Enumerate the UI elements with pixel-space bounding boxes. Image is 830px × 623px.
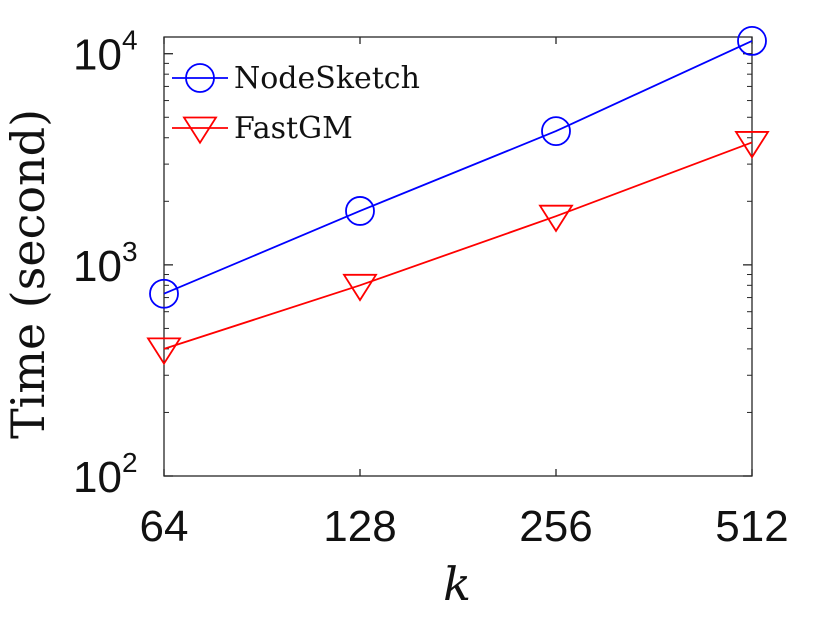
legend-label-nodesketch: NodeSketch [234,61,420,96]
y-tick-base: 10 [73,242,122,291]
series-line-nodesketch [163,40,753,295]
data-point-fastgm [146,337,182,366]
series-nodesketch [149,26,767,309]
y-tick-exponent: 2 [122,447,138,478]
y-tick-exponent: 4 [122,25,138,56]
x-tick-label: 64 [140,502,189,551]
x-tick-label: 256 [519,502,592,551]
series-line-fastgm [163,141,753,350]
data-point-fastgm [538,204,574,233]
data-point-nodesketch [737,26,767,56]
y-tick-label: 104 [73,25,138,80]
legend-marker-nodesketch [185,63,215,93]
y-tick-base: 10 [73,31,122,80]
y-tick-exponent: 3 [122,236,138,267]
data-point-nodesketch [345,196,375,226]
series-fastgm [146,131,770,366]
x-tick-label: 128 [323,502,396,551]
data-point-fastgm [734,131,770,159]
y-tick-label: 103 [73,236,138,291]
axes-frame [163,36,753,477]
legend-marker-fastgm [182,116,218,145]
data-point-nodesketch [541,116,571,147]
legend-label-fastgm: FastGM [234,111,353,146]
x-tick-label: 512 [715,502,788,551]
y-axis-label: Time (second) [1,109,55,439]
legend: NodeSketch FastGM [172,61,420,146]
plot-frame [163,36,753,477]
data-point-nodesketch [149,278,179,309]
legend-entry-nodesketch: NodeSketch [172,61,420,96]
y-tick-base: 10 [73,453,122,502]
x-axis-label: k [443,557,471,611]
y-tick-label: 102 [73,447,138,502]
data-point-fastgm [342,273,378,302]
series-layer [146,26,770,366]
legend-entry-fastgm: FastGM [172,111,353,146]
